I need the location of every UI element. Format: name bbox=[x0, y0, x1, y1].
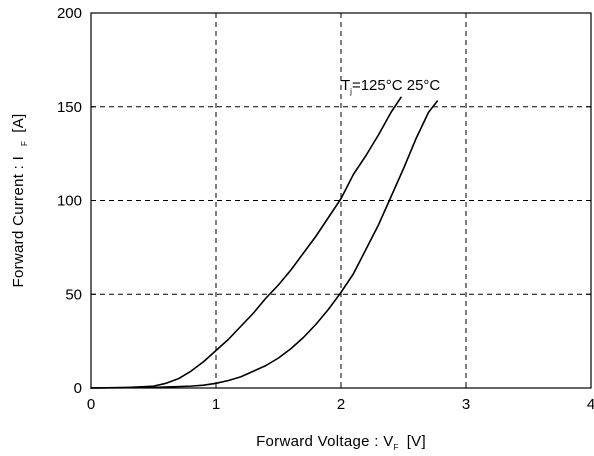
x-tick-label-1: 1 bbox=[212, 396, 220, 413]
x-tick-label-4: 4 bbox=[587, 396, 594, 413]
x-axis-label: Forward Voltage : VF [V] bbox=[256, 433, 426, 452]
x-tick-label-3: 3 bbox=[462, 396, 470, 413]
x-axis-label-subscript: F bbox=[394, 443, 399, 452]
grid-lines bbox=[91, 13, 591, 388]
x-tick-label-0: 0 bbox=[87, 396, 95, 413]
y-tick-label-150: 150 bbox=[57, 99, 82, 116]
x-tick-label-2: 2 bbox=[337, 396, 345, 413]
y-tick-label-50: 50 bbox=[65, 286, 82, 303]
junction-temperature-annotation: Tj=125°C 25°C bbox=[341, 77, 440, 96]
y-axis-label-unit: [A] bbox=[10, 113, 27, 132]
tick-labels: 0 1 2 3 4 0 50 100 150 200 bbox=[57, 5, 594, 413]
series-line-2 bbox=[90, 100, 439, 389]
y-tick-label-100: 100 bbox=[57, 193, 82, 210]
annotation-subscript: j bbox=[349, 87, 352, 96]
x-axis-label-main: Forward Voltage : V bbox=[256, 433, 393, 450]
tick-marks bbox=[90, 12, 592, 389]
y-axis-label: Forward Current : I F [A] bbox=[10, 113, 29, 287]
y-axis-label-subscript: F bbox=[20, 141, 29, 146]
annotation-prefix: T bbox=[341, 77, 350, 94]
x-axis-label-unit: [V] bbox=[407, 433, 426, 450]
annotation-text: =125°C 25°C bbox=[352, 77, 440, 94]
y-axis-label-main: Forward Current : I bbox=[10, 156, 27, 288]
y-tick-label-200: 200 bbox=[57, 5, 82, 22]
series-group bbox=[90, 96, 439, 389]
series-line-1 bbox=[90, 96, 402, 389]
y-tick-label-0: 0 bbox=[74, 380, 82, 397]
